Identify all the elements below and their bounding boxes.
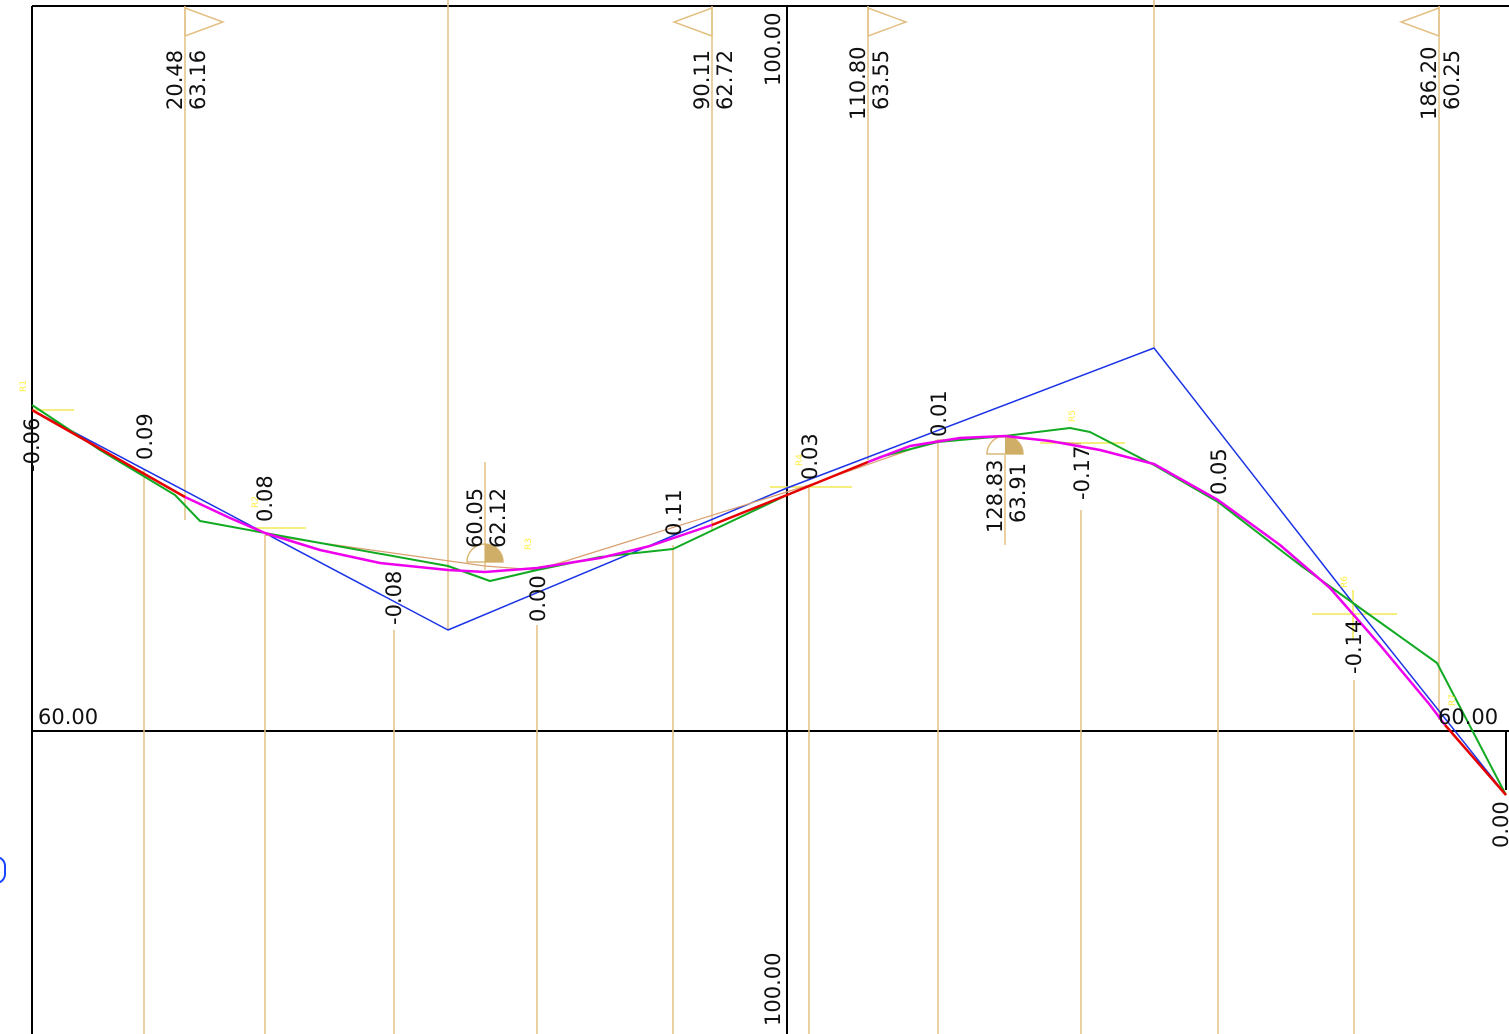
deviation-label: 0.05 (1207, 448, 1231, 495)
tiny-tag: R4 (795, 454, 805, 466)
deviation-label: -0.08 (382, 571, 406, 625)
left-level-label: 60.00 (38, 705, 98, 729)
tiny-tag: R5 (1068, 410, 1078, 422)
triangle-marker-right (184, 6, 226, 38)
deviation-label: -0.06 (20, 418, 44, 472)
tiny-tag: R3 (524, 538, 534, 550)
marker-elevation-label: 62.72 (713, 50, 737, 110)
deviation-label: 0.01 (927, 390, 951, 437)
top-marker-labels: 20.48 63.16 90.11 62.72 110.80 63.55 186… (163, 47, 1464, 120)
triangle-marker-left (671, 6, 713, 38)
tiny-tag: R1 (19, 380, 29, 392)
right-level-label: 60.00 (1438, 705, 1498, 729)
tiny-tag: R6 (1340, 576, 1350, 588)
deviation-label: -0.17 (1070, 446, 1094, 500)
deviation-label: 0.09 (133, 413, 157, 460)
tiny-tag: R2 (251, 496, 261, 508)
red-tangent-segment (711, 460, 869, 527)
center-bottom-label: 100.00 (761, 953, 785, 1026)
curve-symbol (485, 544, 503, 562)
curve-elevation-label: 63.91 (1006, 463, 1030, 523)
deviation-label: -0.14 (1342, 620, 1366, 674)
triangle-markers (184, 6, 1440, 38)
tiny-tags: R1 R2 R3 R4 R5 R6 R7 (19, 380, 1458, 706)
measured-line (31, 404, 1507, 796)
triangle-marker-left (1398, 6, 1440, 38)
profile-lines (31, 347, 1507, 796)
curve-station-label: 60.05 (463, 488, 487, 548)
design-grade-line (31, 347, 1507, 796)
curve-station-label: 128.83 (983, 460, 1007, 533)
marker-station-label: 90.11 (690, 50, 714, 110)
marker-elevation-label: 60.25 (1440, 50, 1464, 110)
curve-elevation-label: 62.12 (486, 488, 510, 548)
smoothed-curve (184, 495, 713, 574)
curve-symbols (466, 435, 1024, 563)
red-tangent-segment (1444, 724, 1507, 796)
deviation-label: 0.11 (662, 489, 686, 536)
marker-station-label: 20.48 (163, 50, 187, 110)
center-top-label: 100.00 (761, 13, 785, 86)
station-lines-top (184, 0, 1440, 720)
marker-elevation-label: 63.16 (186, 50, 210, 110)
right-edge-label: 0.00 (1489, 801, 1509, 848)
marker-station-label: 110.80 (846, 47, 870, 120)
curve-symbol (1005, 436, 1023, 454)
frame-lines (31, 5, 1509, 1034)
marker-elevation-label: 63.55 (869, 50, 893, 110)
tiny-tag: R7 (1448, 694, 1458, 706)
triangle-marker-right (867, 6, 909, 38)
deviation-label: 0.00 (526, 575, 550, 622)
curve-point-labels: 60.05 62.12 128.83 63.91 (463, 460, 1030, 548)
deviation-label: 0.08 (253, 475, 277, 522)
marker-station-label: 186.20 (1417, 47, 1441, 120)
deviation-label: 0.03 (798, 433, 822, 480)
red-tangent-segment (31, 408, 186, 499)
station-lines-bottom (143, 440, 1355, 1034)
smoothed-curve (867, 434, 1446, 726)
cross-markers (34, 409, 1397, 640)
deviation-labels: -0.06 0.09 0.08 -0.08 0.00 0.11 0.03 0.0… (20, 390, 1366, 674)
